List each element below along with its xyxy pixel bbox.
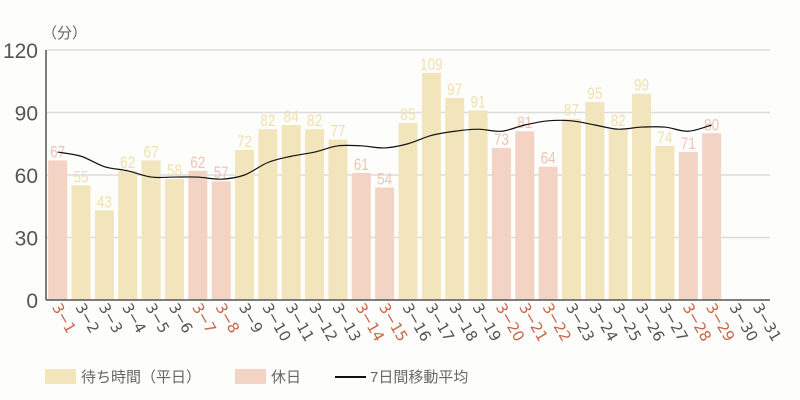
legend-label-holiday: 休日 <box>271 369 302 386</box>
bar <box>188 170 208 300</box>
bar <box>445 97 465 301</box>
bar <box>164 179 184 300</box>
bar <box>235 150 255 300</box>
bar <box>655 145 675 300</box>
bar <box>398 122 418 301</box>
bar <box>375 187 395 300</box>
bar <box>258 129 278 300</box>
bar <box>71 185 91 300</box>
bar <box>48 160 68 300</box>
bar-value: 81 <box>517 114 532 133</box>
axes <box>45 50 770 301</box>
bar <box>421 72 441 301</box>
line-swatch-icon <box>335 375 367 378</box>
x-tick-label: 3−1 <box>48 300 79 336</box>
bar-value: 67 <box>144 143 159 162</box>
bar <box>702 133 722 300</box>
x-tick-label: 3−3 <box>95 300 126 336</box>
x-tick-label: 3−9 <box>235 300 266 336</box>
bar <box>561 118 581 300</box>
bar <box>632 93 652 300</box>
bar <box>141 160 161 300</box>
holiday-swatch-icon <box>235 369 267 384</box>
y-axis-ticks: 0 30 60 90 120 <box>3 40 38 313</box>
bars <box>48 72 722 301</box>
y-tick-label: 90 <box>15 103 38 126</box>
y-tick-label: 120 <box>3 40 38 63</box>
bar-value: 95 <box>587 85 602 104</box>
bar-value: 72 <box>237 133 252 152</box>
bar-value: 54 <box>377 170 393 189</box>
legend-item-moving-average: 7日間移動平均 <box>335 366 468 387</box>
x-tick-label: 3−7 <box>188 300 219 336</box>
bar-value: 84 <box>284 108 300 127</box>
bar-value: 58 <box>167 162 182 181</box>
bar <box>538 166 558 300</box>
bar-value: 74 <box>657 128 673 147</box>
bar-value: 82 <box>611 112 626 131</box>
bar-value: 109 <box>420 56 443 75</box>
legend: 待ち時間（平日） 休日 7日間移動平均 <box>45 366 502 387</box>
bar-value: 62 <box>120 153 135 172</box>
legend-item-weekday: 待ち時間（平日） <box>45 366 201 387</box>
bar <box>608 129 628 300</box>
bar-value: 73 <box>494 131 509 150</box>
y-tick-label: 60 <box>15 165 38 188</box>
x-tick-label: 3−8 <box>212 300 243 336</box>
bar <box>305 129 325 300</box>
y-tick-label: 0 <box>26 290 38 313</box>
bar-value: 82 <box>260 112 275 131</box>
x-tick-label: 3−6 <box>165 300 196 336</box>
bar-value: 61 <box>354 156 369 175</box>
bar-value: 97 <box>447 81 462 100</box>
bar <box>351 172 371 300</box>
weekday-swatch-icon <box>45 369 76 384</box>
bar <box>281 125 301 300</box>
bar <box>328 139 348 300</box>
x-axis-ticks: 3−13−23−33−43−53−63−73−83−93−103−113−123… <box>48 300 785 345</box>
bar <box>678 152 698 300</box>
legend-label-weekday: 待ち時間（平日） <box>81 369 202 386</box>
bar-value: 91 <box>471 93 486 112</box>
bar <box>94 210 114 300</box>
bar-value: 57 <box>214 164 229 183</box>
bar-value: 55 <box>73 168 88 187</box>
bar-value: 71 <box>681 135 696 154</box>
x-tick-label: 3−2 <box>72 300 103 336</box>
bar-value: 99 <box>634 76 649 95</box>
bar <box>118 170 138 300</box>
x-tick-label: 3−4 <box>118 300 149 336</box>
bar <box>515 131 535 300</box>
legend-item-holiday: 休日 <box>235 366 301 387</box>
bar-value: 82 <box>307 112 322 131</box>
moving-average-line <box>57 119 712 180</box>
bar <box>211 181 231 300</box>
bar-value: 62 <box>190 153 205 172</box>
bar-value: 77 <box>330 122 345 141</box>
legend-label-moving-average: 7日間移動平均 <box>370 369 469 386</box>
y-tick-label: 30 <box>15 228 38 251</box>
bar-value: 64 <box>541 149 557 168</box>
bar-value: 87 <box>564 101 579 120</box>
bar <box>491 147 511 300</box>
x-tick-label: 3−5 <box>142 300 173 336</box>
bar <box>468 110 488 301</box>
bar-value: 85 <box>400 106 415 125</box>
y-unit-label: （分） <box>42 24 87 42</box>
bar <box>585 102 605 300</box>
bar-value: 43 <box>97 193 112 212</box>
